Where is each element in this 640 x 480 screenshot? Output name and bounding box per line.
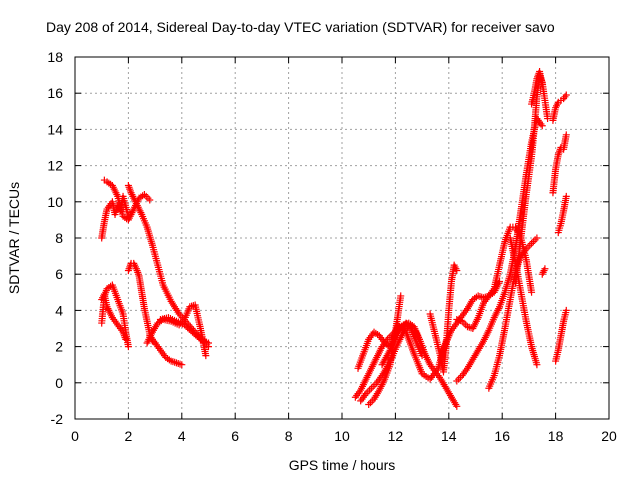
- series-track-9: [156, 314, 212, 347]
- x-tick-label: 14: [441, 428, 457, 444]
- data-point: [533, 234, 541, 242]
- x-tick-label: 18: [548, 428, 564, 444]
- series-track-22: [528, 67, 546, 108]
- data-point: [365, 401, 373, 409]
- data-point: [364, 388, 372, 396]
- x-tick-label: 4: [178, 428, 186, 444]
- data-point: [205, 339, 212, 347]
- grid: [75, 57, 609, 419]
- data-point: [371, 381, 379, 389]
- data-point: [538, 122, 546, 130]
- x-tick-label: 6: [231, 428, 239, 444]
- data-point: [178, 361, 186, 369]
- data-point: [539, 268, 547, 276]
- data-point: [562, 306, 570, 314]
- data-point: [124, 343, 132, 351]
- data-points: [98, 67, 570, 410]
- data-point: [146, 196, 154, 204]
- data-point: [562, 192, 570, 200]
- x-tick-label: 0: [71, 428, 79, 444]
- x-tick-label: 12: [388, 428, 404, 444]
- data-point: [455, 375, 463, 383]
- series-track-26: [554, 192, 570, 237]
- data-point: [172, 359, 180, 367]
- data-point: [397, 292, 405, 300]
- x-tick-label: 10: [334, 428, 350, 444]
- x-axis-title: GPS time / hours: [289, 457, 396, 473]
- data-point: [556, 147, 564, 155]
- x-tick-label: 2: [125, 428, 133, 444]
- data-point: [529, 238, 537, 246]
- y-tick-label: 4: [55, 302, 63, 318]
- data-point: [476, 293, 484, 301]
- y-tick-label: 16: [47, 85, 63, 101]
- series-track-24: [549, 91, 570, 124]
- data-point: [453, 402, 461, 410]
- y-tick-label: -2: [51, 411, 64, 427]
- data-point: [122, 335, 130, 343]
- data-point: [526, 241, 534, 249]
- data-point: [202, 352, 210, 360]
- chart-title: Day 208 of 2014, Sidereal Day-to-day VTE…: [46, 19, 555, 35]
- data-point: [540, 267, 548, 275]
- series-track-2: [98, 281, 132, 351]
- series-track-15: [426, 261, 461, 376]
- data-point: [453, 267, 461, 275]
- series-track-8: [146, 332, 186, 369]
- data-point: [531, 236, 539, 244]
- series-track-27: [552, 306, 570, 365]
- y-tick-label: 2: [55, 339, 63, 355]
- data-point: [463, 323, 471, 331]
- data-point: [174, 359, 182, 367]
- x-tick-label: 20: [601, 428, 617, 444]
- y-tick-label: 18: [47, 49, 63, 65]
- series-track-3: [98, 290, 130, 343]
- series-track-5: [124, 182, 212, 351]
- y-tick-label: 10: [47, 194, 63, 210]
- data-point: [369, 382, 377, 390]
- axis-ticks: 0 2 4 6 8 10 12 14 16 18 20 -2 0 2 4 6 8 10 12 14 16 18: [47, 49, 617, 444]
- data-point: [366, 399, 374, 407]
- data-point: [541, 265, 549, 273]
- data-point: [456, 373, 464, 381]
- data-point: [528, 288, 536, 296]
- y-tick-label: 8: [55, 230, 63, 246]
- data-point: [562, 91, 570, 99]
- data-point: [533, 361, 541, 369]
- data-point: [176, 360, 184, 368]
- y-tick-label: 6: [55, 266, 63, 282]
- data-point: [562, 131, 570, 139]
- data-point: [421, 350, 429, 358]
- data-point: [367, 384, 375, 392]
- series-track-21: [512, 71, 552, 287]
- data-point: [453, 377, 461, 385]
- data-point: [195, 334, 203, 342]
- data-point: [528, 239, 536, 247]
- y-tick-label: 0: [55, 375, 63, 391]
- data-point: [561, 93, 569, 101]
- y-tick-label: 12: [47, 158, 63, 174]
- data-point: [552, 102, 560, 110]
- y-tick-label: 14: [47, 121, 63, 137]
- x-tick-label: 16: [494, 428, 510, 444]
- data-point: [538, 80, 546, 88]
- series-track-19: [485, 234, 541, 392]
- x-tick-label: 8: [285, 428, 293, 444]
- data-point: [366, 386, 374, 394]
- series-track-23: [538, 265, 549, 278]
- data-point: [142, 192, 150, 200]
- series-track-25: [549, 131, 570, 197]
- y-axis-title: SDTVAR / TECUs: [6, 182, 22, 294]
